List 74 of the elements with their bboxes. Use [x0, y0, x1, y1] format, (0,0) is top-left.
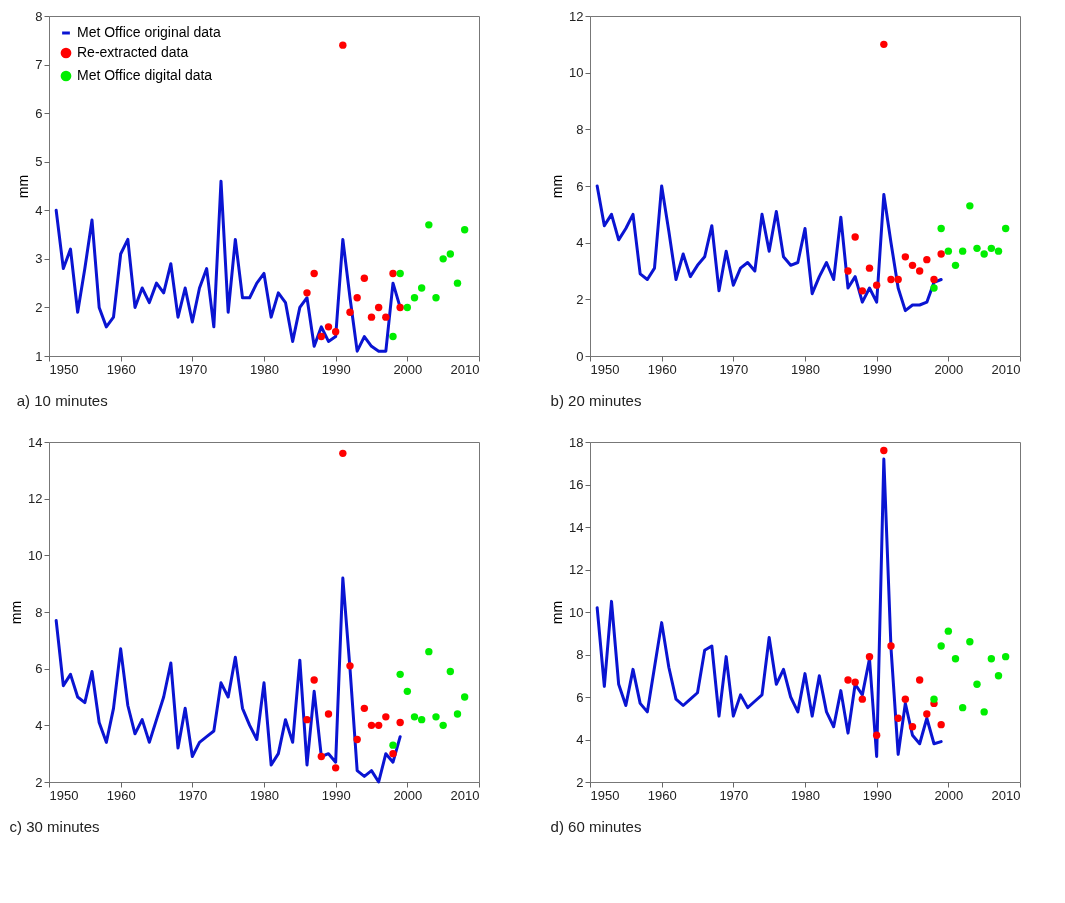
y-tick-label: 3 [35, 251, 43, 267]
x-tick-label: 1970 [178, 361, 208, 377]
y-tick-label: 10 [569, 604, 584, 620]
x-tick-label: 1960 [647, 361, 677, 377]
y-tick-label: 8 [576, 121, 584, 137]
x-tick-label: 1990 [862, 787, 892, 803]
x-tick-label: 2010 [991, 361, 1021, 377]
y-tick-label: 0 [576, 348, 584, 364]
y-tick-label: 14 [569, 519, 584, 535]
x-tick-label: 1980 [791, 361, 820, 377]
text: a) 10 minutes [16, 392, 108, 409]
y-tick-label: 7 [35, 57, 43, 73]
y-tick-label: 6 [576, 689, 584, 705]
x-tick-label: 1950 [590, 361, 620, 377]
x-tick-label: 1980 [250, 361, 279, 377]
y-tick-label: 5 [35, 154, 43, 170]
text: b) 20 minutes [550, 392, 642, 409]
y-tick-label: 6 [35, 105, 43, 121]
line-series [595, 184, 943, 313]
x-tick-label: 1980 [791, 787, 820, 803]
x-tick-label: 2000 [393, 787, 423, 803]
y-tick-label: 2 [576, 774, 584, 790]
y-tick-label: 2 [576, 291, 584, 307]
x-tick-label: 2000 [934, 361, 964, 377]
y-tick-label: 10 [569, 65, 584, 81]
y-tick-label: 14 [28, 434, 43, 450]
y-axis-title: mm [549, 174, 566, 199]
x-tick-label: 1980 [250, 787, 279, 803]
y-tick-label: 4 [35, 717, 43, 733]
y-tick-label: 12 [28, 491, 43, 507]
y-tick-label: 2 [35, 299, 43, 315]
x-tick-label: 2000 [393, 361, 423, 377]
y-tick-label: 8 [35, 8, 43, 24]
x-tick-label: 1960 [647, 787, 677, 803]
x-tick-label: 2010 [450, 787, 480, 803]
y-axis-title: mm [8, 600, 25, 625]
x-tick-label: 1990 [321, 787, 351, 803]
legend-label: Re-extracted data [77, 44, 189, 60]
x-tick-label: 2010 [991, 787, 1021, 803]
x-tick-label: 1950 [590, 787, 620, 803]
line-series [595, 457, 943, 758]
y-axis-title: mm [15, 174, 32, 199]
x-tick-label: 1960 [106, 361, 136, 377]
y-tick-label: 18 [569, 434, 584, 450]
y-tick-label: 10 [28, 547, 43, 563]
y-tick-label: 6 [576, 178, 584, 194]
x-tick-label: 2000 [934, 787, 964, 803]
y-axis-title: mm [549, 600, 566, 625]
x-tick-label: 1970 [719, 787, 749, 803]
x-tick-label: 2010 [450, 361, 480, 377]
x-tick-label: 1990 [862, 361, 892, 377]
y-tick-label: 12 [569, 8, 584, 24]
line-series [54, 576, 402, 784]
y-tick-label: 2 [35, 774, 43, 790]
y-tick-label: 12 [569, 562, 584, 577]
x-tick-label: 1950 [49, 361, 79, 377]
y-tick-label: 4 [576, 732, 584, 747]
y-tick-label: 8 [576, 647, 584, 662]
x-tick-label: 1990 [321, 361, 351, 377]
text: c) 30 minutes [9, 818, 100, 835]
x-tick-label: 1950 [49, 787, 79, 803]
y-tick-label: 6 [35, 661, 43, 677]
y-tick-label: 8 [35, 604, 43, 620]
x-tick-label: 1960 [106, 787, 136, 803]
legend-label: Met Office original data [77, 24, 221, 40]
text: d) 60 minutes [550, 818, 642, 835]
y-tick-label: 4 [35, 202, 43, 218]
y-tick-label: 4 [576, 235, 584, 251]
y-tick-label: 16 [569, 477, 584, 492]
line-series [54, 179, 402, 353]
x-tick-label: 1970 [719, 361, 749, 377]
legend-label: Met Office digital data [77, 67, 213, 83]
x-tick-label: 1970 [178, 787, 208, 803]
y-tick-label: 1 [35, 348, 43, 364]
